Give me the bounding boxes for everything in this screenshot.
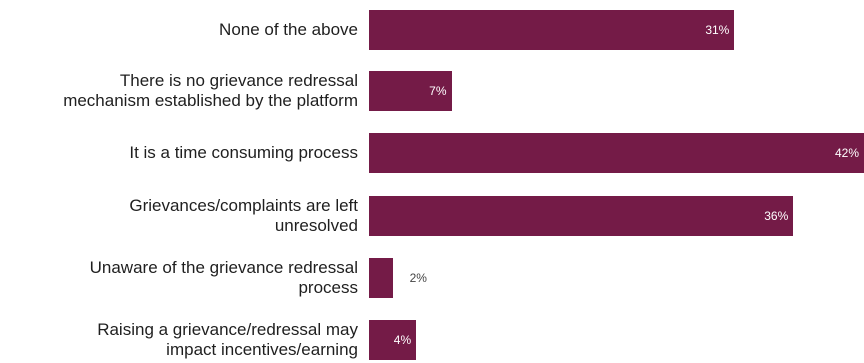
category-label-line: There is no grievance redressal <box>119 71 358 90</box>
category-label: Raising a grievance/redressal may impact … <box>0 320 358 360</box>
value-label: 2% <box>409 271 427 285</box>
bar <box>369 196 794 236</box>
category-label-line: Unaware of the grievance redressal <box>89 258 358 277</box>
category-label-line: None of the above <box>219 20 358 39</box>
category-label-line: process <box>298 278 358 297</box>
category-label-line: impact incentives/earning <box>166 340 358 359</box>
bar <box>369 133 864 173</box>
bar <box>369 258 393 298</box>
category-label: It is a time consuming process <box>0 133 358 173</box>
value-label: 36% <box>764 209 789 223</box>
value-label: 4% <box>393 333 412 347</box>
value-label: 42% <box>834 146 859 160</box>
value-label: 31% <box>705 23 730 37</box>
bar <box>369 71 452 111</box>
category-label: Grievances/complaints are left unresolved <box>0 196 358 236</box>
category-label: None of the above <box>0 10 358 50</box>
category-label-line: Raising a grievance/redressal may <box>97 320 358 339</box>
category-label-text: There is no grievance redressal mechanism… <box>63 71 358 111</box>
category-label-line: It is a time consuming process <box>129 143 358 162</box>
category-label-text: Raising a grievance/redressal may impact … <box>97 320 358 360</box>
category-label-text: None of the above <box>219 20 358 40</box>
category-label-line: mechanism established by the platform <box>63 91 358 110</box>
bar <box>369 10 735 50</box>
category-label: There is no grievance redressal mechanism… <box>0 71 358 111</box>
category-label-line: unresolved <box>274 216 358 235</box>
category-label-text: Grievances/complaints are left unresolved <box>129 196 358 236</box>
category-label-text: It is a time consuming process <box>129 143 358 163</box>
category-label-text: Unaware of the grievance redressal proces… <box>90 258 358 298</box>
category-label-line: Grievances/complaints are left <box>129 196 358 215</box>
category-label: Unaware of the grievance redressal proces… <box>0 258 358 298</box>
value-label: 7% <box>429 84 447 98</box>
bar <box>369 320 417 360</box>
